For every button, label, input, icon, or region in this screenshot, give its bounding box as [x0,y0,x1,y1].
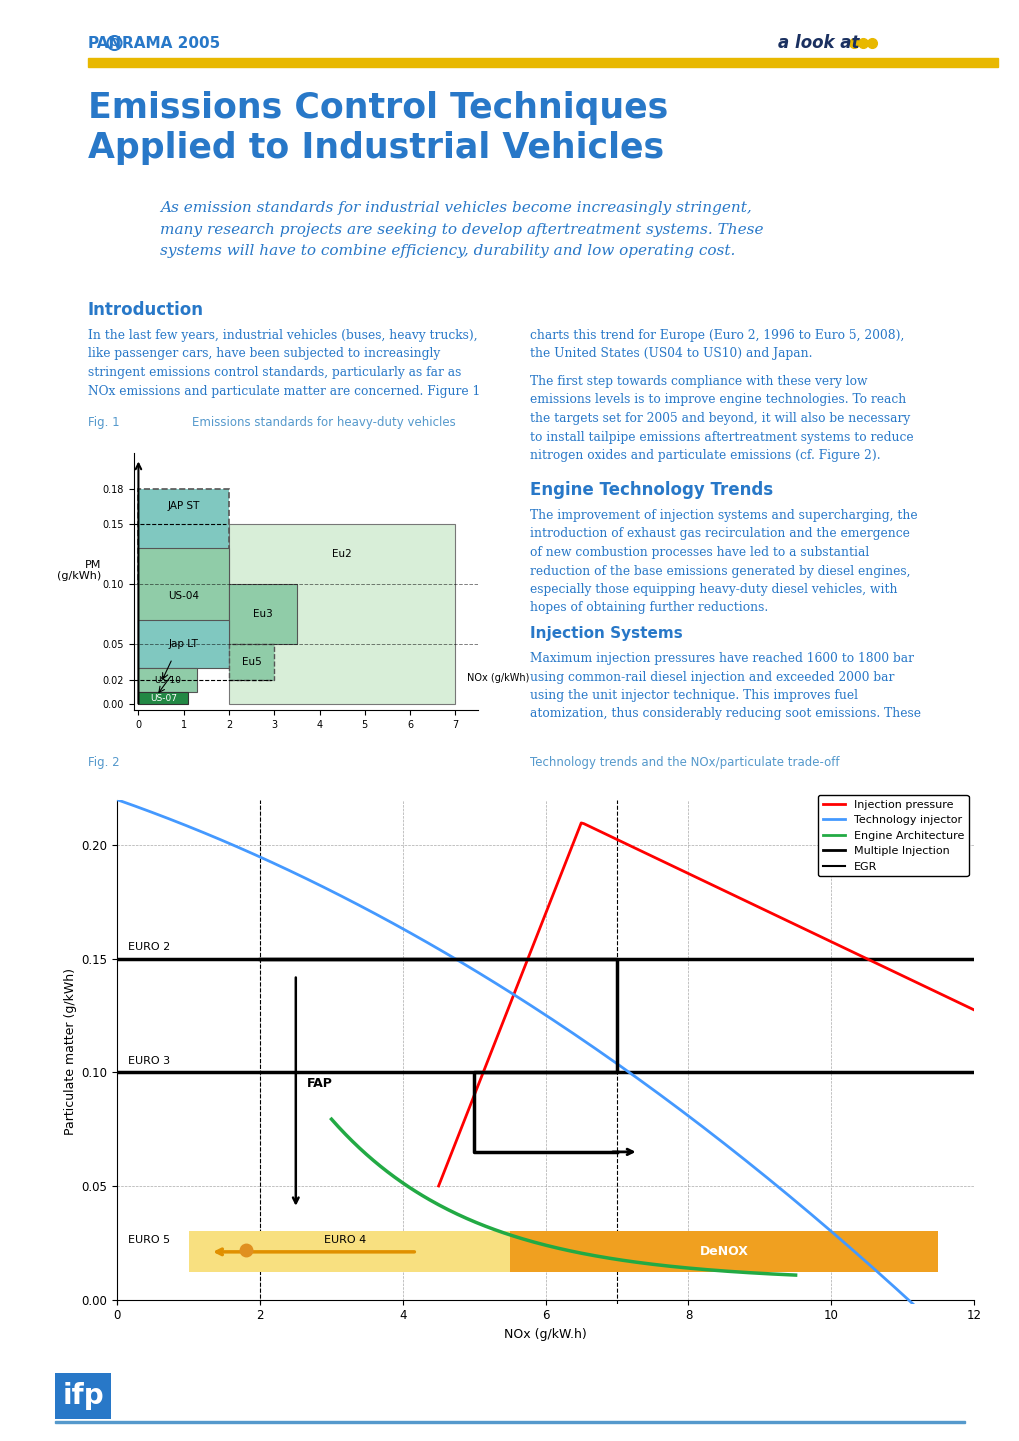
Text: O: O [110,37,119,48]
Text: a look at: a look at [777,35,859,52]
Text: Eu3: Eu3 [253,610,272,620]
Text: EURO 3: EURO 3 [128,1056,170,1065]
Bar [88,58,997,66]
Text: FAP: FAP [306,1078,332,1091]
Bar [139,488,228,584]
Bar [55,1421,964,1424]
Text: charts this trend for Europe (Euro 2, 1996 to Euro 5, 2008),
the United States (: charts this trend for Europe (Euro 2, 19… [530,329,904,360]
Text: Fig. 1: Fig. 1 [88,416,119,429]
Text: EURO 4: EURO 4 [324,1235,366,1245]
Bar [139,620,228,669]
Text: Engine Technology Trends: Engine Technology Trends [530,481,772,499]
Bar [510,1232,937,1272]
Text: EURO 2: EURO 2 [128,942,170,953]
Bar [189,1232,609,1272]
Bar [139,692,189,705]
Bar [228,644,274,680]
Legend: Injection pressure, Technology injector, Engine Architecture, Multiple Injection: Injection pressure, Technology injector,… [817,795,968,876]
Text: EURO 5: EURO 5 [128,1235,170,1245]
Text: Applied to Industrial Vehicles: Applied to Industrial Vehicles [88,131,663,166]
Text: PAN: PAN [88,36,122,50]
Text: NOx (g/kWh): NOx (g/kWh) [467,673,529,683]
Bar [139,549,228,644]
Text: DeNOX: DeNOX [699,1245,748,1258]
Bar [139,669,197,692]
X-axis label: NOx (g/kW.h): NOx (g/kW.h) [503,1327,587,1340]
Text: Maximum injection pressures have reached 1600 to 1800 bar
using common-rail dies: Maximum injection pressures have reached… [530,651,920,720]
Text: US-04: US-04 [168,591,199,601]
Text: The first step towards compliance with these very low
emissions levels is to imp: The first step towards compliance with t… [530,375,913,463]
Text: US-10: US-10 [154,676,181,684]
Text: Eu5: Eu5 [242,657,261,667]
Text: The improvement of injection systems and supercharging, the
introduction of exha: The improvement of injection systems and… [530,509,917,614]
Text: As emission standards for industrial vehicles become increasingly stringent,
man: As emission standards for industrial veh… [160,200,763,258]
Text: Emissions standards for heavy-duty vehicles: Emissions standards for heavy-duty vehic… [192,416,455,429]
Text: RAMA 2005: RAMA 2005 [122,36,220,50]
Y-axis label: PM
(g/kWh): PM (g/kWh) [57,559,101,581]
Text: JAP ST: JAP ST [167,501,200,512]
Text: US-07: US-07 [150,693,176,703]
Bar [55,1373,111,1419]
Bar [228,525,454,705]
Text: Eu2: Eu2 [332,549,352,559]
Text: In the last few years, industrial vehicles (buses, heavy trucks),
like passenger: In the last few years, industrial vehicl… [88,329,480,398]
Text: Introduction: Introduction [88,301,204,318]
Text: Technology trends and the NOx/particulate trade-off: Technology trends and the NOx/particulat… [530,757,839,769]
Text: Emissions Control Techniques: Emissions Control Techniques [88,91,667,125]
Y-axis label: Particulate matter (g/kWh): Particulate matter (g/kWh) [64,968,77,1136]
Text: Injection Systems: Injection Systems [530,625,682,641]
Bar [228,584,297,644]
Text: Fig. 2: Fig. 2 [88,757,119,769]
Text: ifp: ifp [62,1382,104,1409]
Text: Jap LT: Jap LT [168,640,199,648]
